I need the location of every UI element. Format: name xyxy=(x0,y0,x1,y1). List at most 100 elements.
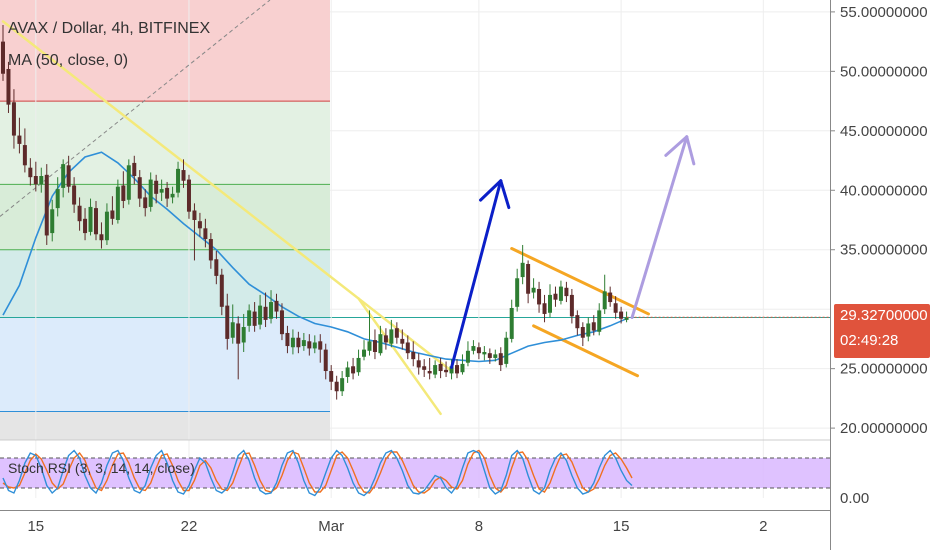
time-tick-label: 8 xyxy=(475,518,483,535)
candle-body xyxy=(203,228,208,240)
candle xyxy=(312,335,317,354)
trend-line-orange xyxy=(532,324,640,378)
candle xyxy=(498,347,503,372)
candle xyxy=(225,293,230,350)
candle xyxy=(121,171,126,209)
candle-body xyxy=(225,305,230,339)
fibonacci-zones xyxy=(0,0,830,440)
candle-body xyxy=(569,294,574,317)
candle xyxy=(11,89,16,149)
candle-body xyxy=(476,347,481,354)
candle xyxy=(564,281,569,303)
candle-body xyxy=(66,165,71,187)
candle xyxy=(444,361,449,377)
candle xyxy=(416,353,421,375)
candle-body xyxy=(197,221,202,229)
candle-body xyxy=(22,145,27,166)
time-tick-label: 22 xyxy=(181,518,198,535)
candle-body xyxy=(553,293,558,300)
time-tick-label: Mar xyxy=(318,518,344,535)
candle xyxy=(269,290,274,324)
candle xyxy=(558,280,563,305)
candle xyxy=(22,128,27,173)
candle xyxy=(602,274,607,314)
candle xyxy=(345,361,350,383)
stoch-rsi-label[interactable]: Stoch RSI (3, 3, 14, 14, close) xyxy=(8,460,195,476)
price-axis[interactable]: 55.00000000 50.00000000 45.00000000 40.0000… xyxy=(830,0,932,550)
candle xyxy=(465,341,470,367)
candle-body xyxy=(121,185,126,201)
candle-body xyxy=(1,41,5,74)
candle-body xyxy=(345,367,350,377)
candle-body xyxy=(520,262,525,278)
candle xyxy=(411,341,416,367)
arrow-shaft xyxy=(450,179,503,369)
candle xyxy=(422,359,427,377)
stoch-tick-label: 0.00 xyxy=(840,490,869,507)
candle-body xyxy=(88,206,93,232)
candle-body xyxy=(558,286,563,301)
time-tick-label: 15 xyxy=(27,518,44,535)
candle-body xyxy=(44,174,49,236)
arrow-blue xyxy=(450,179,511,369)
candle xyxy=(241,313,246,352)
candle xyxy=(455,359,460,379)
candle xyxy=(591,315,596,336)
candle-body xyxy=(482,352,487,355)
candle xyxy=(356,349,361,376)
candle xyxy=(165,181,170,207)
candle xyxy=(389,319,394,348)
candle-body xyxy=(263,306,268,320)
candle-body xyxy=(132,162,137,176)
stoch-rsi-panel xyxy=(0,439,830,497)
fib-zone xyxy=(0,411,330,440)
fib-zone xyxy=(0,101,330,185)
candle-body xyxy=(247,310,252,326)
candle-body xyxy=(55,189,60,209)
arrow-head xyxy=(685,135,696,166)
candle xyxy=(482,346,487,361)
candle xyxy=(274,293,279,319)
candle xyxy=(186,174,191,219)
candle xyxy=(362,340,367,361)
candle-body xyxy=(186,179,191,212)
candle-body xyxy=(340,378,345,392)
candle-body xyxy=(323,349,328,372)
candle xyxy=(290,329,295,355)
stoch-k-line xyxy=(2,449,633,497)
candle xyxy=(351,357,356,380)
candle-body xyxy=(176,168,181,193)
candle-body xyxy=(39,176,44,185)
candle-body xyxy=(28,167,33,178)
candle xyxy=(17,117,22,154)
candle xyxy=(613,296,618,319)
candle xyxy=(214,250,219,285)
candle xyxy=(88,198,93,236)
time-axis[interactable]: 15 22 Mar 8 15 2 xyxy=(0,510,830,536)
candle xyxy=(531,278,536,299)
candle-body xyxy=(537,288,542,305)
candle-body xyxy=(416,360,421,368)
candle xyxy=(340,371,345,396)
candle-body xyxy=(362,349,367,357)
candle xyxy=(33,161,38,192)
candle-body xyxy=(597,310,602,332)
candle-body xyxy=(6,68,11,105)
candle-body xyxy=(504,337,509,364)
candle xyxy=(307,334,312,356)
candle xyxy=(586,317,591,342)
ma-indicator-label[interactable]: MA (50, close, 0) xyxy=(8,52,129,69)
candle-body xyxy=(455,365,460,374)
candle xyxy=(318,334,323,363)
candle-body xyxy=(50,209,55,234)
ma-50-line xyxy=(2,151,627,363)
price-tick-label: 50.00000000 xyxy=(840,63,928,80)
candle xyxy=(394,322,399,344)
candles xyxy=(1,24,830,400)
candle xyxy=(104,203,109,245)
candle xyxy=(471,340,476,355)
candle-body xyxy=(531,287,536,293)
candle-body xyxy=(351,366,356,374)
trend-line-orange xyxy=(510,247,650,316)
candle-body xyxy=(411,352,416,360)
